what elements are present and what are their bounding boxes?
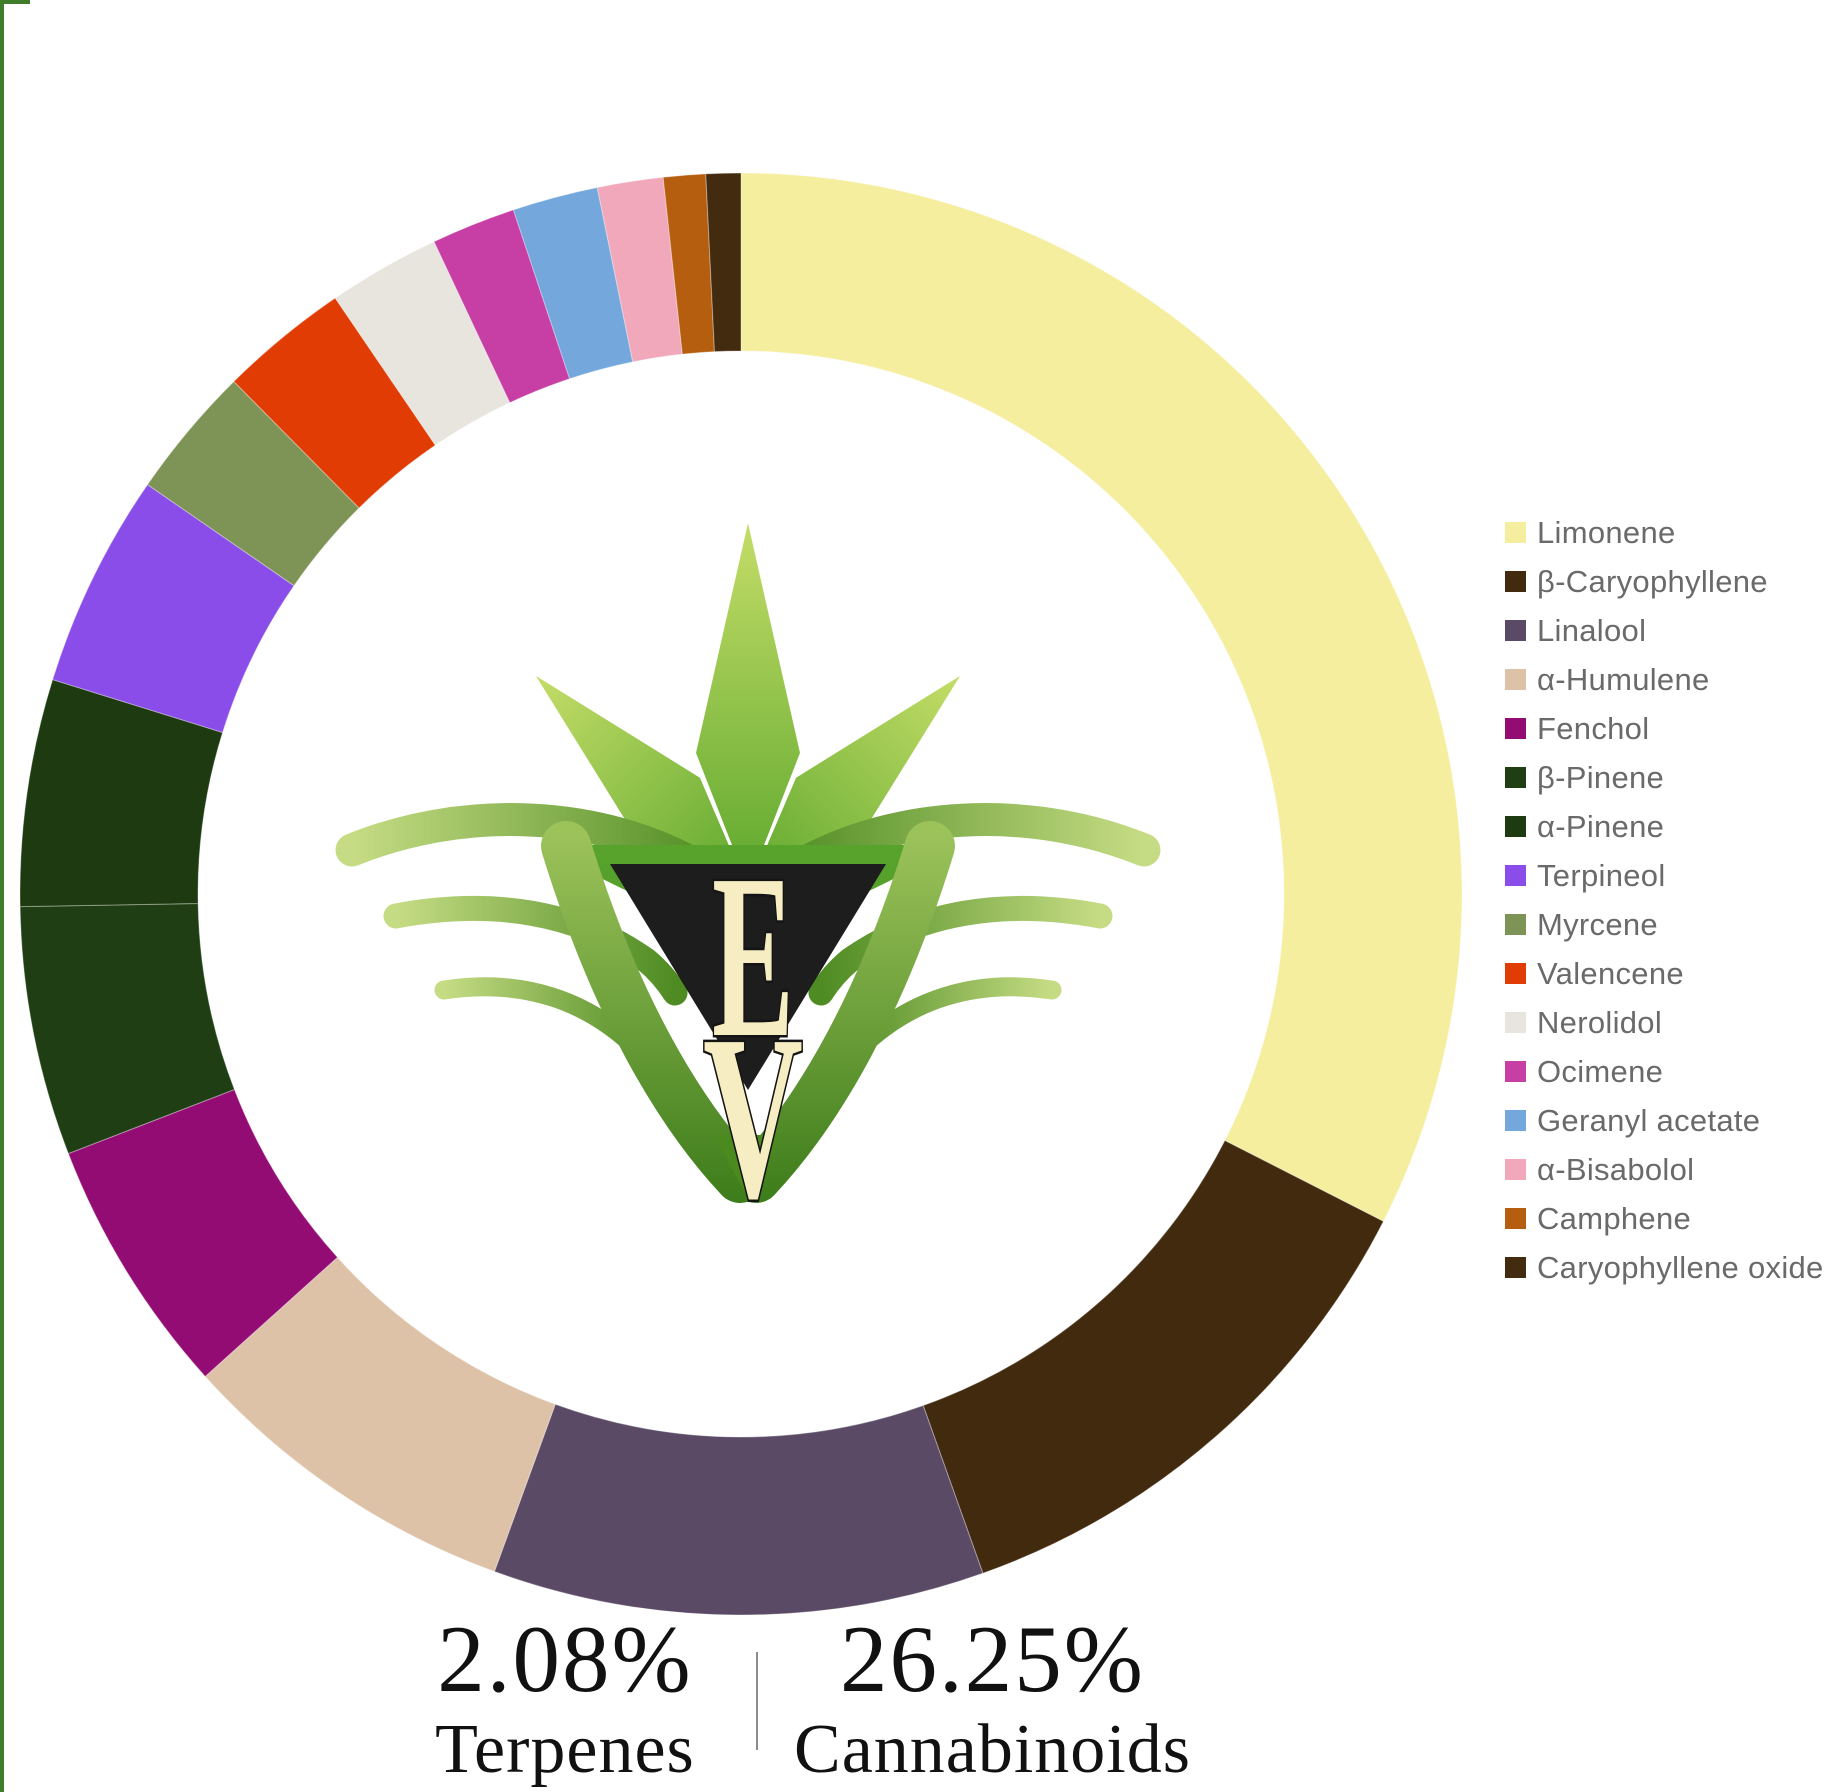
- legend-label: Valencene: [1537, 955, 1684, 991]
- legend-swatch-icon: [1505, 816, 1526, 837]
- logo-green-band: [560, 845, 936, 866]
- legend-swatch-icon: [1505, 1208, 1526, 1229]
- legend-item-linalool: Linalool: [1505, 606, 1824, 655]
- stats-divider: [756, 1652, 758, 1750]
- donut-segment-caryophyllene: [922, 1139, 1385, 1574]
- terpenes-label: Terpenes: [435, 1711, 695, 1788]
- cannabinoids-value: 26.25%: [840, 1606, 1145, 1712]
- legend-item-caryophyllene: β-Caryophyllene: [1505, 557, 1824, 606]
- legend-item-pinene: α-Pinene: [1505, 802, 1824, 851]
- legend-item-fenchol: Fenchol: [1505, 704, 1824, 753]
- legend-label: Camphene: [1537, 1200, 1692, 1236]
- legend-label: Caryophyllene oxide: [1537, 1249, 1824, 1285]
- donut-segment-terpineol: [51, 483, 295, 734]
- legend-item-valencene: Valencene: [1505, 949, 1824, 998]
- legend-swatch-icon: [1505, 914, 1526, 935]
- legend-item-humulene: α-Humulene: [1505, 655, 1824, 704]
- legend-swatch-icon: [1505, 571, 1526, 592]
- legend-label: α-Bisabolol: [1537, 1151, 1695, 1187]
- legend-item-nerolidol: Nerolidol: [1505, 998, 1824, 1047]
- top-edge-accent-line: [0, 0, 30, 4]
- cannabinoids-stat: 26.25% Cannabinoids: [765, 1612, 1220, 1785]
- donut-segment-geranyl-acetate: [512, 186, 634, 380]
- legend-label: β-Pinene: [1537, 759, 1665, 795]
- legend-swatch-icon: [1505, 522, 1526, 543]
- legend-swatch-icon: [1505, 963, 1526, 984]
- logo-monogram-v: V: [703, 987, 803, 1247]
- legend-swatch-icon: [1505, 767, 1526, 788]
- legend-label: Myrcene: [1537, 906, 1658, 942]
- donut-segments: [19, 172, 1463, 1616]
- legend-item-pinene: β-Pinene: [1505, 753, 1824, 802]
- legend-label: Ocimene: [1537, 1053, 1664, 1089]
- cannabinoids-label: Cannabinoids: [794, 1711, 1191, 1788]
- legend-swatch-icon: [1505, 1012, 1526, 1033]
- legend-swatch-icon: [1505, 718, 1526, 739]
- legend-swatch-icon: [1505, 669, 1526, 690]
- logo-shield-background: [610, 864, 886, 1090]
- brand-logo: E V: [335, 523, 1161, 1250]
- legend: Limonene β-Caryophyllene Linalool α-Humulen…: [1505, 508, 1824, 1292]
- left-edge-accent-line: [0, 0, 4, 1792]
- logo-v-shape: [541, 821, 955, 1203]
- donut-segment-pinene: [19, 678, 224, 908]
- legend-label: α-Humulene: [1537, 661, 1710, 697]
- donut-segment-bisabolol: [596, 176, 683, 363]
- legend-item-terpineol: Terpineol: [1505, 851, 1824, 900]
- donut-segment-myrcene: [146, 380, 360, 587]
- legend-item-geranyl-acetate: Geranyl acetate: [1505, 1096, 1824, 1145]
- legend-item-limonene: Limonene: [1505, 508, 1824, 557]
- legend-swatch-icon: [1505, 1110, 1526, 1131]
- donut-segment-linalool: [493, 1403, 984, 1616]
- legend-swatch-icon: [1505, 620, 1526, 641]
- logo-monogram-e: E: [712, 826, 794, 1086]
- donut-segment-valencene: [233, 297, 437, 509]
- legend-item-bisabolol: α-Bisabolol: [1505, 1145, 1824, 1194]
- legend-label: α-Pinene: [1537, 808, 1665, 844]
- legend-item-myrcene: Myrcene: [1505, 900, 1824, 949]
- legend-swatch-icon: [1505, 1257, 1526, 1278]
- donut-segment-caryophyllene-oxide: [705, 172, 742, 353]
- legend-label: Nerolidol: [1537, 1004, 1663, 1040]
- donut-segment-limonene: [740, 172, 1463, 1223]
- legend-swatch-icon: [1505, 865, 1526, 886]
- legend-swatch-icon: [1505, 1159, 1526, 1180]
- legend-label: Linalool: [1537, 612, 1647, 648]
- legend-item-ocimene: Ocimene: [1505, 1047, 1824, 1096]
- donut-segment-fenchol: [67, 1088, 339, 1378]
- legend-label: Geranyl acetate: [1537, 1102, 1761, 1138]
- legend-label: Fenchol: [1537, 710, 1650, 746]
- legend-label: Limonene: [1537, 514, 1676, 550]
- terpenes-value: 2.08%: [437, 1606, 693, 1712]
- donut-segment-nerolidol: [334, 240, 511, 446]
- terpenes-stat: 2.08% Terpenes: [395, 1612, 735, 1785]
- legend-item-caryophyllene-oxide: Caryophyllene oxide: [1505, 1243, 1824, 1292]
- legend-label: β-Caryophyllene: [1537, 563, 1768, 599]
- legend-swatch-icon: [1505, 1061, 1526, 1082]
- legend-label: Terpineol: [1537, 857, 1666, 893]
- legend-item-camphene: Camphene: [1505, 1194, 1824, 1243]
